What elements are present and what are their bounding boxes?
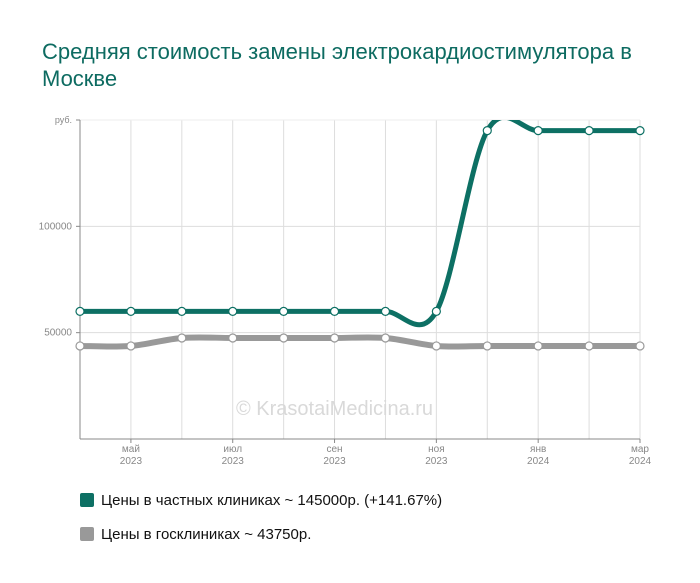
data-point-public [228, 333, 238, 343]
x-tick-year: 2023 [323, 456, 346, 467]
data-point-private [380, 306, 391, 316]
data-point-private [635, 126, 645, 136]
x-tick-month: ноя [428, 444, 445, 455]
data-point-public [329, 333, 340, 343]
x-tick-month: июл [223, 444, 242, 455]
y-tick-label: 100000 [39, 221, 73, 232]
legend-swatch-private [80, 493, 94, 507]
legend-item-private[interactable]: Цены в частных клиниках ~ 145000р. (+141… [80, 490, 442, 510]
data-point-public [126, 341, 136, 351]
tick-labels: 50000100000руб.май2023июл2023сен2023ноя2… [39, 115, 652, 467]
data-point-private [228, 306, 238, 316]
data-point-private [177, 306, 187, 316]
legend-swatch-public [80, 527, 94, 541]
x-tick-month: мар [631, 444, 649, 455]
x-tick-year: 2023 [222, 456, 245, 467]
axes [76, 119, 641, 443]
series-lines [77, 120, 643, 350]
data-point-public [482, 341, 492, 351]
watermark: © KrasotaiMedicina.ru [236, 398, 434, 420]
x-tick-month: май [122, 444, 140, 455]
chart-title: Средняя стоимость замены электрокардиост… [42, 39, 632, 91]
series-line-private [77, 120, 643, 328]
data-point-private [482, 126, 492, 136]
x-tick-month: сен [326, 444, 342, 455]
x-tick-year: 2024 [629, 456, 652, 467]
x-tick-year: 2023 [120, 456, 143, 467]
x-tick-year: 2024 [527, 456, 550, 467]
legend-item-public[interactable]: Цены в госклиниках ~ 43750р. [80, 524, 311, 544]
data-point-public [431, 341, 441, 351]
data-point-public [75, 341, 85, 351]
data-point-public [635, 341, 645, 351]
legend-label-private: Цены в частных клиниках ~ 145000р. (+141… [101, 491, 443, 509]
data-point-private [126, 306, 136, 316]
y-unit-label: руб. [55, 115, 72, 125]
data-point-private [279, 306, 289, 316]
data-point-private [75, 306, 85, 316]
y-tick-label: 50000 [44, 328, 72, 339]
data-point-private [584, 126, 594, 136]
data-point-private [533, 126, 543, 136]
gridlines [80, 119, 641, 439]
data-point-public [177, 333, 187, 343]
x-tick-year: 2023 [425, 456, 448, 467]
data-point-public [533, 341, 543, 351]
data-points [75, 126, 645, 351]
data-point-public [584, 341, 594, 351]
data-point-public [279, 333, 289, 343]
data-point-public [380, 333, 391, 343]
data-point-private [329, 306, 340, 316]
x-tick-month: янв [530, 444, 546, 455]
data-point-private [431, 306, 441, 316]
legend-label-public: Цены в госклиниках ~ 43750р. [101, 525, 312, 543]
series-line-public [77, 334, 643, 350]
